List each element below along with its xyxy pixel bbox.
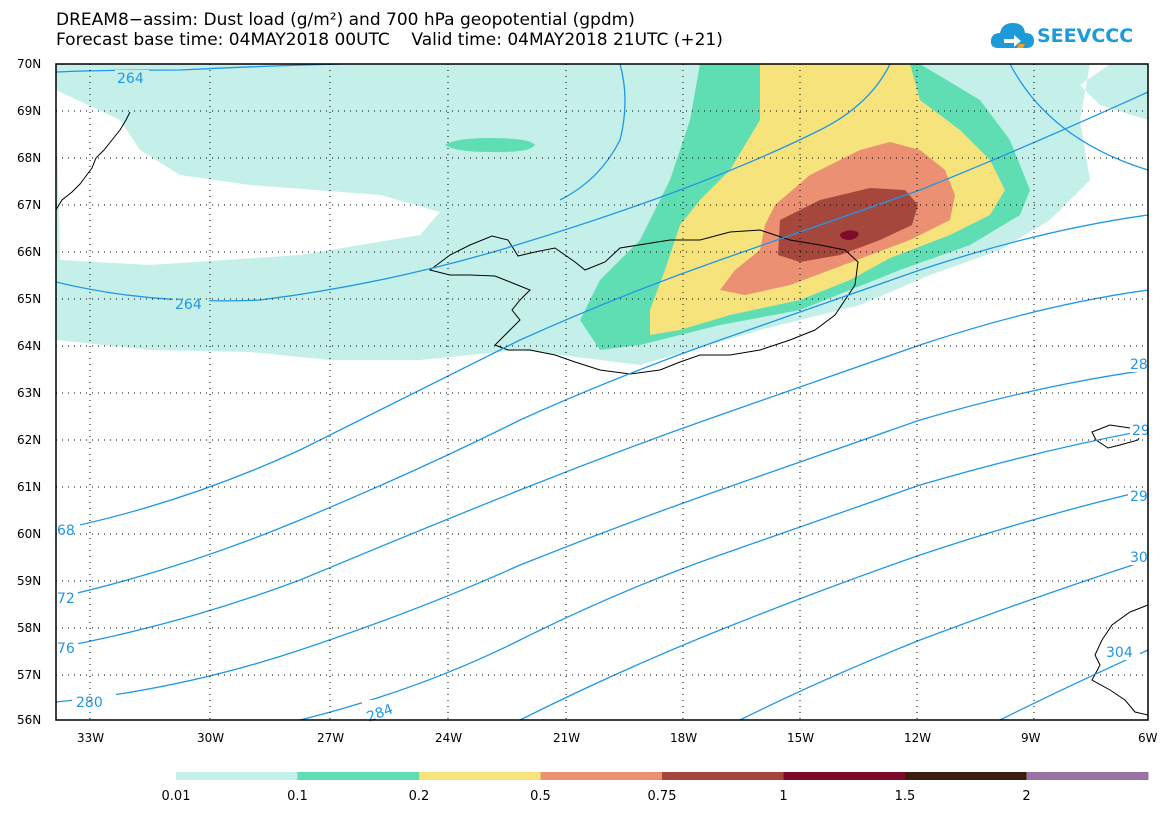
contour-label: 76 <box>57 641 75 657</box>
logo-text: SEEVCCC <box>1037 25 1134 47</box>
colorbar-swatch <box>176 772 298 780</box>
lat-label: 56N <box>17 713 41 727</box>
lat-label: 69N <box>17 104 41 118</box>
latitude-labels: 70N 69N 68N 67N 66N 65N 64N 63N 62N 61N … <box>17 57 41 727</box>
colorbar-label: 0.2 <box>409 789 430 804</box>
colorbar-swatch <box>540 772 663 780</box>
lat-label: 61N <box>17 480 41 494</box>
colorbar-swatch <box>905 772 1027 780</box>
colorbar-label: 1 <box>779 789 787 804</box>
contour-label: 29 <box>1132 423 1150 439</box>
colorbar-label: 0.5 <box>530 789 551 804</box>
graticule <box>56 64 1148 720</box>
colorbar-label: 0.75 <box>648 789 677 804</box>
cloud-logo-icon <box>990 23 1034 48</box>
lon-label: 30W <box>197 731 224 745</box>
lon-label: 27W <box>317 731 344 745</box>
contour-label: 28 <box>1130 357 1148 373</box>
lat-label: 57N <box>17 668 41 682</box>
map-title-line1: DREAM8−assim: Dust load (g/m²) and 700 h… <box>56 10 635 30</box>
contour-label: 264 <box>175 297 202 313</box>
contour-label: 72 <box>57 591 75 607</box>
colorbar-label: 0.01 <box>162 789 191 804</box>
colorbar-swatch <box>783 772 906 780</box>
lon-label: 33W <box>77 731 104 745</box>
lon-label: 15W <box>787 731 814 745</box>
greenland-coastline <box>56 111 131 211</box>
contour-label: 29 <box>1130 489 1148 505</box>
dust-patch-0.1-b <box>445 138 535 153</box>
colorbar-label: 1.5 <box>895 789 916 804</box>
colorbar-swatch <box>662 772 784 780</box>
lat-label: 64N <box>17 339 41 353</box>
lat-label: 59N <box>17 574 41 588</box>
colorbar: 0.01 0.1 0.2 0.5 0.75 1 1.5 2 <box>162 772 1149 804</box>
map-frame <box>55 63 1149 721</box>
lat-label: 65N <box>17 292 41 306</box>
contour-labels: 264 264 68 72 76 280 284 28 29 29 30 304 <box>57 71 1150 726</box>
map-plot-area <box>56 64 1148 720</box>
seevccc-logo: SEEVCCC <box>990 18 1140 58</box>
contour-label: 280 <box>76 695 103 711</box>
faroe-islands-coastline <box>1091 424 1146 449</box>
colorbar-label: 2 <box>1022 789 1030 804</box>
lat-label: 68N <box>17 151 41 165</box>
lat-label: 58N <box>17 621 41 635</box>
lon-label: 24W <box>435 731 462 745</box>
colorbar-label: 0.1 <box>287 789 308 804</box>
lon-label: 18W <box>670 731 697 745</box>
lat-label: 70N <box>17 57 41 71</box>
dust-band-1 <box>840 230 859 240</box>
lat-label: 67N <box>17 198 41 212</box>
lat-label: 62N <box>17 433 41 447</box>
colorbar-swatch <box>297 772 420 780</box>
iceland-coastline <box>428 229 859 375</box>
contour-label: 30 <box>1130 550 1148 566</box>
lon-label: 6W <box>1138 731 1158 745</box>
lat-label: 60N <box>17 527 41 541</box>
scotland-coastline <box>1091 604 1148 716</box>
lat-label: 66N <box>17 245 41 259</box>
contour-label: 264 <box>117 71 144 87</box>
colorbar-swatch <box>1026 772 1149 780</box>
lon-label: 9W <box>1021 731 1041 745</box>
lon-label: 21W <box>553 731 580 745</box>
lat-label: 63N <box>17 386 41 400</box>
contour-label: 68 <box>57 523 75 539</box>
map-title-line2: Forecast base time: 04MAY2018 00UTC Vali… <box>56 30 723 50</box>
colorbar-swatch <box>419 772 541 780</box>
contour-label: 304 <box>1106 645 1133 661</box>
longitude-labels: 33W 30W 27W 24W 21W 18W 15W 12W 9W 6W <box>77 731 1158 745</box>
lon-label: 12W <box>904 731 931 745</box>
